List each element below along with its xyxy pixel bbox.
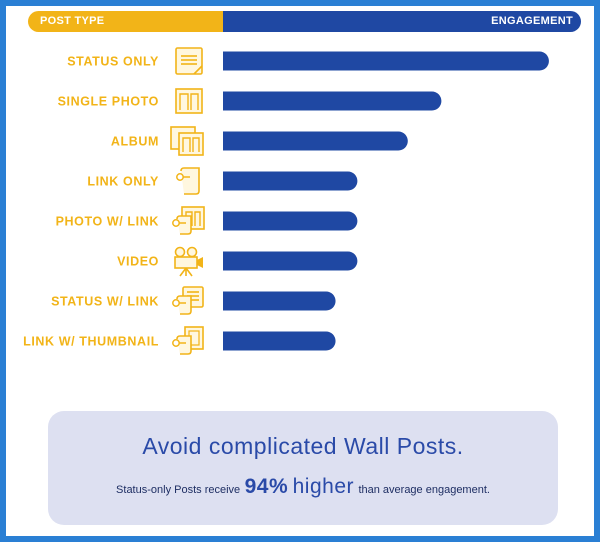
engagement-bar: [223, 51, 549, 71]
video-camera-icon: [174, 246, 203, 277]
photo-icon: [175, 88, 203, 114]
category-label: STATUS W/ LINK: [51, 295, 159, 309]
engagement-bar-cap: [223, 211, 242, 231]
photo-link-icon: [172, 206, 205, 235]
link-thumbnail-icon: [172, 326, 204, 355]
engagement-bar: [223, 171, 358, 191]
category-label: VIDEO: [117, 255, 159, 269]
engagement-bar: [223, 331, 336, 351]
callout-title: Avoid complicated Wall Posts.: [142, 433, 464, 459]
category-label: PHOTO W/ LINK: [56, 215, 159, 229]
status-link-icon: [172, 286, 204, 315]
callout-post-text: than average engagement.: [358, 484, 490, 496]
engagement-bar-cap: [223, 171, 242, 191]
link-icon: [176, 167, 200, 195]
engagement-bar-cap: [223, 131, 242, 151]
engagement-bar-cap: [223, 51, 242, 71]
engagement-bar: [223, 291, 336, 311]
engagement-bar-chart: STATUS ONLY SINGLE PHOTO ALBUM LINK ONLY PHO…: [23, 47, 549, 355]
category-label: LINK ONLY: [87, 175, 159, 189]
engagement-header: ENGAGEMENT: [223, 11, 581, 32]
album-icon: [170, 126, 204, 156]
callout-box: Avoid complicated Wall Posts. Status-onl…: [48, 411, 558, 525]
engagement-bar-cap: [223, 331, 242, 351]
status-icon: [175, 47, 203, 75]
engagement-bar-cap: [223, 91, 242, 111]
engagement-bar: [223, 211, 358, 231]
engagement-bar: [223, 131, 408, 151]
callout-percent: 94%: [244, 475, 289, 498]
engagement-bar-cap: [223, 291, 242, 311]
callout-emphasis: higher: [292, 475, 354, 498]
post-type-header: POST TYPE: [28, 11, 229, 32]
engagement-bar: [223, 251, 358, 271]
callout-subtitle: Status-only Posts receive 94% higher tha…: [48, 475, 558, 499]
engagement-bar: [223, 91, 442, 111]
engagement-bar-cap: [223, 251, 242, 271]
category-label: SINGLE PHOTO: [58, 95, 159, 109]
category-label: LINK W/ THUMBNAIL: [23, 335, 159, 349]
infographic: POST TYPE ENGAGEMENT STATUS ONLY SINGLE P…: [6, 6, 594, 536]
category-label: ALBUM: [111, 135, 159, 149]
callout-pre-text: Status-only Posts receive: [116, 484, 241, 496]
category-label: STATUS ONLY: [67, 55, 159, 69]
